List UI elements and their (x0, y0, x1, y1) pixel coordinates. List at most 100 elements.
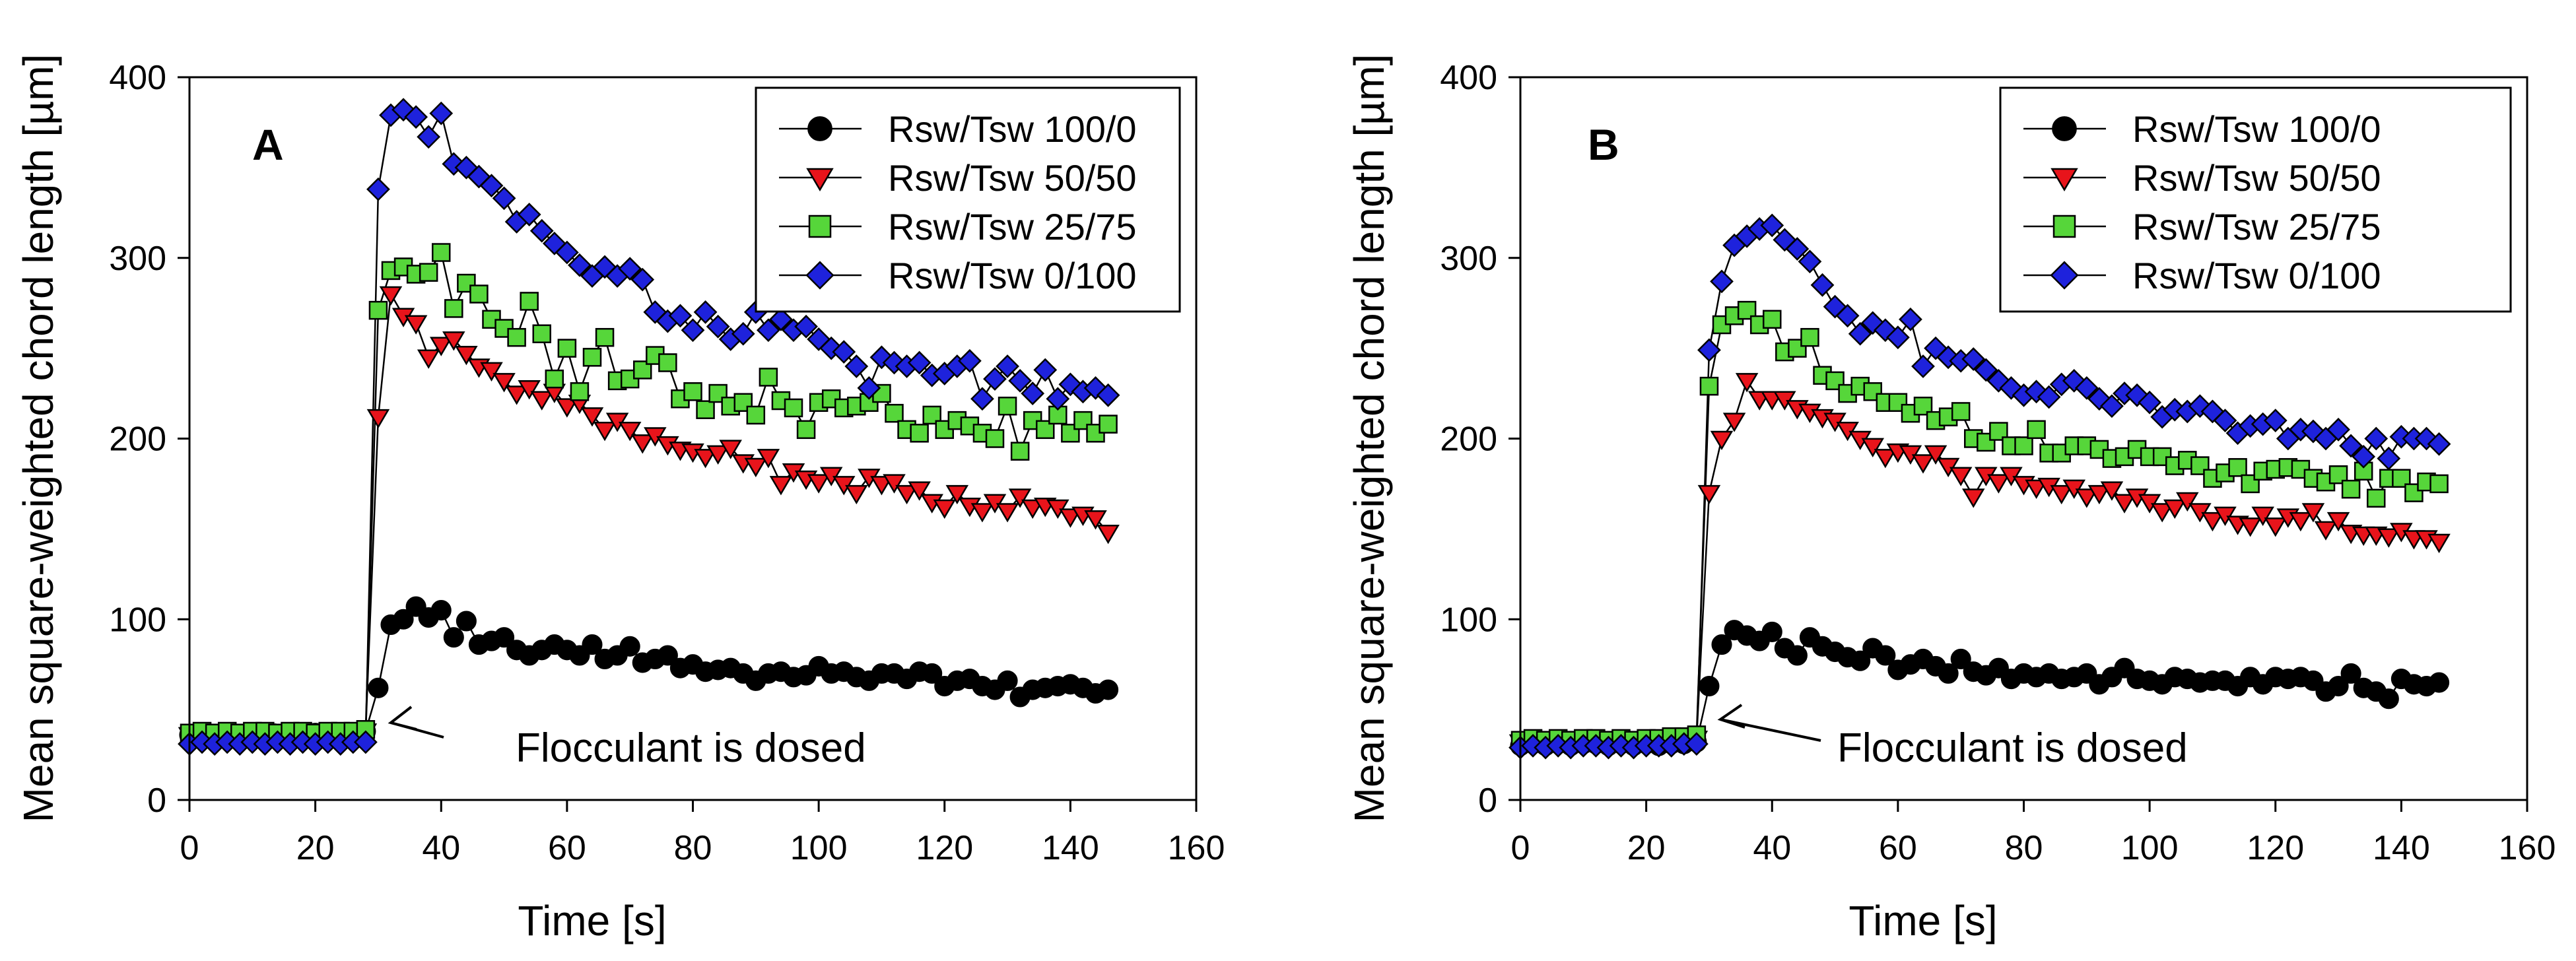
panel-label: A (252, 120, 284, 169)
x-tick-label: 140 (1042, 829, 1099, 867)
data-point (1949, 467, 1973, 486)
data-point (757, 449, 780, 469)
data-point (479, 174, 504, 198)
data-point (1097, 525, 1120, 545)
legend-label: Rsw/Tsw 25/75 (2132, 206, 2381, 248)
data-point (2429, 672, 2450, 693)
data-point (1874, 449, 1897, 469)
data-point (882, 350, 906, 375)
data-point (2264, 517, 2288, 537)
data-point (696, 400, 715, 419)
data-point (633, 360, 652, 380)
data-point (1699, 675, 1720, 697)
data-point (2340, 663, 2361, 684)
data-point (883, 474, 906, 494)
data-point (2429, 474, 2449, 494)
legend-label: Rsw/Tsw 50/50 (2132, 157, 2381, 199)
x-tick-label: 100 (2121, 829, 2179, 867)
data-point (557, 339, 577, 358)
x-tick-label: 100 (790, 829, 848, 867)
data-point (529, 218, 554, 243)
data-point (769, 307, 793, 331)
data-point (1848, 321, 1872, 346)
data-point (2037, 385, 2061, 409)
data-point (844, 354, 869, 378)
data-point (2014, 436, 2033, 455)
data-point (2087, 484, 2111, 505)
data-point (2378, 688, 2399, 710)
data-point (1761, 621, 1782, 642)
data-point (618, 257, 642, 281)
data-point (869, 345, 894, 370)
data-point (996, 354, 1019, 378)
legend-marker (807, 116, 832, 141)
data-point (1785, 237, 1810, 261)
data-point (2352, 444, 2376, 469)
data-point (832, 340, 856, 364)
data-point (456, 611, 477, 632)
data-point (744, 457, 768, 478)
data-point (1951, 402, 1971, 421)
data-point (983, 367, 1007, 391)
data-point (1033, 358, 1058, 382)
data-point (2075, 488, 2099, 508)
data-point (1938, 663, 1959, 684)
data-point (2100, 394, 2124, 418)
data-point (2328, 675, 2349, 697)
data-point (2367, 488, 2386, 508)
x-tick-label: 80 (2005, 829, 2043, 867)
legend: Rsw/Tsw 100/0 Rsw/Tsw 50/50 Rsw/Tsw 25/75 R… (755, 86, 1181, 313)
data-point (1099, 414, 1118, 434)
data-point (366, 409, 390, 429)
data-point (769, 476, 793, 496)
data-point (1786, 645, 1808, 666)
data-point (845, 484, 868, 505)
data-point (784, 398, 803, 418)
annotation: Flocculant is dosed (388, 706, 866, 771)
legend-entry-2: Rsw/Tsw 25/75 (779, 206, 1137, 248)
x-tick-label: 0 (180, 829, 199, 867)
data-point (1697, 338, 1721, 362)
data-point (582, 348, 602, 367)
data-point (759, 368, 778, 387)
data-point (368, 300, 388, 320)
legend: Rsw/Tsw 100/0 Rsw/Tsw 50/50 Rsw/Tsw 25/75 R… (1999, 86, 2512, 313)
data-point (908, 481, 931, 501)
data-point (2201, 512, 2224, 532)
data-point (1008, 369, 1033, 393)
legend-marker (2051, 168, 2078, 192)
data-point (2074, 376, 2099, 400)
data-point (2228, 458, 2247, 477)
series-2 (1510, 300, 2449, 750)
data-point (2251, 506, 2274, 527)
data-point (694, 449, 717, 469)
data-point (985, 429, 1005, 448)
data-point (555, 398, 579, 418)
data-point (1083, 376, 1108, 400)
x-tick-label: 40 (1753, 829, 1791, 867)
x-tick-label: 120 (916, 829, 973, 867)
data-point (1722, 413, 1746, 432)
data-point (469, 284, 489, 304)
data-point (1046, 387, 1070, 411)
legend-marker (805, 261, 834, 290)
data-point (353, 730, 378, 754)
legend-box (1999, 86, 2512, 313)
chart-panel-b: 0 20 40 60 80 100 120 140 160 0 100 200 300 400 B Tim… (1345, 54, 2556, 944)
data-point (430, 600, 452, 621)
data-point (2138, 390, 2162, 414)
x-tick-label: 40 (422, 829, 460, 867)
data-point (494, 627, 515, 648)
data-point (2125, 383, 2149, 407)
y-tick-label: 200 (1440, 420, 1497, 459)
data-point (885, 403, 904, 423)
y-tick-label: 400 (1440, 59, 1497, 97)
data-point (1987, 474, 2010, 494)
y-tick-label: 0 (147, 781, 166, 820)
data-point (756, 318, 780, 343)
data-point (619, 636, 640, 657)
data-point (1911, 454, 1935, 474)
data-point (442, 152, 466, 176)
data-point (2200, 399, 2225, 424)
panel-label: B (1588, 120, 1619, 169)
